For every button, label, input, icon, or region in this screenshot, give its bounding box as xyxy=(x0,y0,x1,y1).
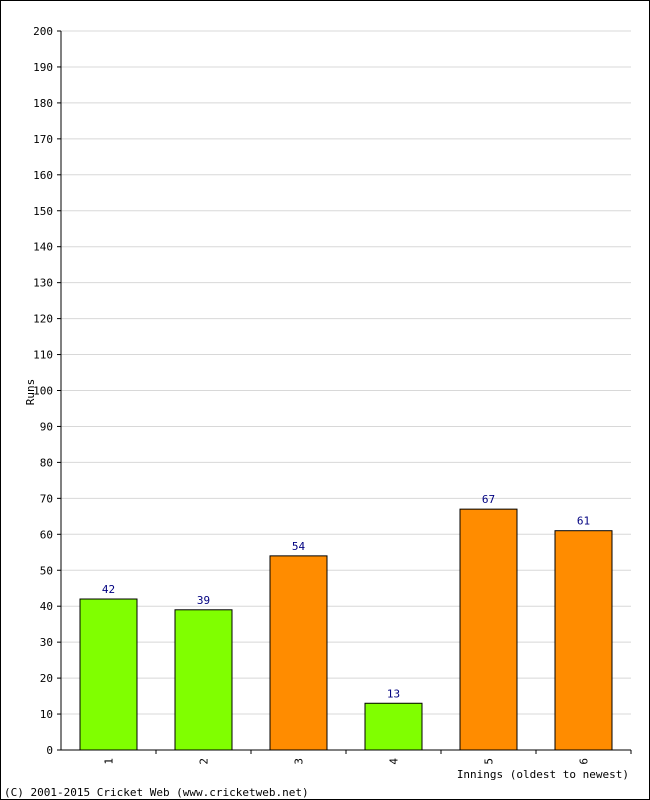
y-tick-labels: 0 10 20 30 40 50 60 70 80 90 100 110 120 130 140 150 160… xyxy=(33,25,53,757)
bar-innings-3 xyxy=(269,555,328,751)
x-tick-label: 3 xyxy=(293,758,306,765)
bar-innings-2 xyxy=(174,609,233,751)
y-tick-label: 20 xyxy=(40,672,53,685)
y-tick-label: 200 xyxy=(33,25,53,38)
y-tick-label: 70 xyxy=(40,492,53,505)
y-tick-label: 10 xyxy=(40,708,53,721)
x-tick-label: 4 xyxy=(388,758,401,765)
bars xyxy=(79,508,613,751)
y-tick-label: 170 xyxy=(33,133,53,146)
x-tick-label: 1 xyxy=(103,758,116,765)
y-tick-label: 90 xyxy=(40,420,53,433)
bar-innings-1 xyxy=(79,598,138,751)
y-tick-label: 30 xyxy=(40,636,53,649)
bar-value-label: 39 xyxy=(197,594,210,607)
y-tick-label: 130 xyxy=(33,277,53,290)
bar-innings-5 xyxy=(459,508,518,751)
x-axis-label: Innings (oldest to newest) xyxy=(457,768,629,781)
y-tick-label: 0 xyxy=(46,744,53,757)
bar-value-label: 61 xyxy=(577,515,590,528)
y-tick-label: 140 xyxy=(33,241,53,254)
y-tick-label: 100 xyxy=(33,385,53,398)
copyright-notice: (C) 2001-2015 Cricket Web (www.cricketwe… xyxy=(4,786,309,799)
y-tick-label: 50 xyxy=(40,564,53,577)
gridlines xyxy=(61,30,631,715)
bar-innings-6 xyxy=(554,530,613,751)
y-tick-label: 80 xyxy=(40,456,53,469)
y-tick-label: 120 xyxy=(33,313,53,326)
x-tick-labels: 1 2 3 4 5 6 xyxy=(103,758,591,765)
y-tick-label: 40 xyxy=(40,600,53,613)
x-tick-label: 2 xyxy=(198,758,211,765)
y-tick-label: 60 xyxy=(40,528,53,541)
bar-value-label: 54 xyxy=(292,540,306,553)
x-tick-label: 6 xyxy=(578,758,591,765)
x-tick-label: 5 xyxy=(483,758,496,765)
bar-value-label: 42 xyxy=(102,583,115,596)
y-tick-label: 160 xyxy=(33,169,53,182)
y-axis-label: Runs xyxy=(24,379,37,406)
y-tick-label: 180 xyxy=(33,97,53,110)
bar-value-label: 67 xyxy=(482,493,495,506)
y-tick-label: 110 xyxy=(33,349,53,362)
y-tick-label: 190 xyxy=(33,61,53,74)
bar-value-label: 13 xyxy=(387,687,400,700)
axes xyxy=(57,30,632,754)
y-tick-label: 150 xyxy=(33,205,53,218)
bar-innings-4 xyxy=(364,702,423,751)
value-labels: 42 39 54 13 67 61 xyxy=(102,493,590,700)
